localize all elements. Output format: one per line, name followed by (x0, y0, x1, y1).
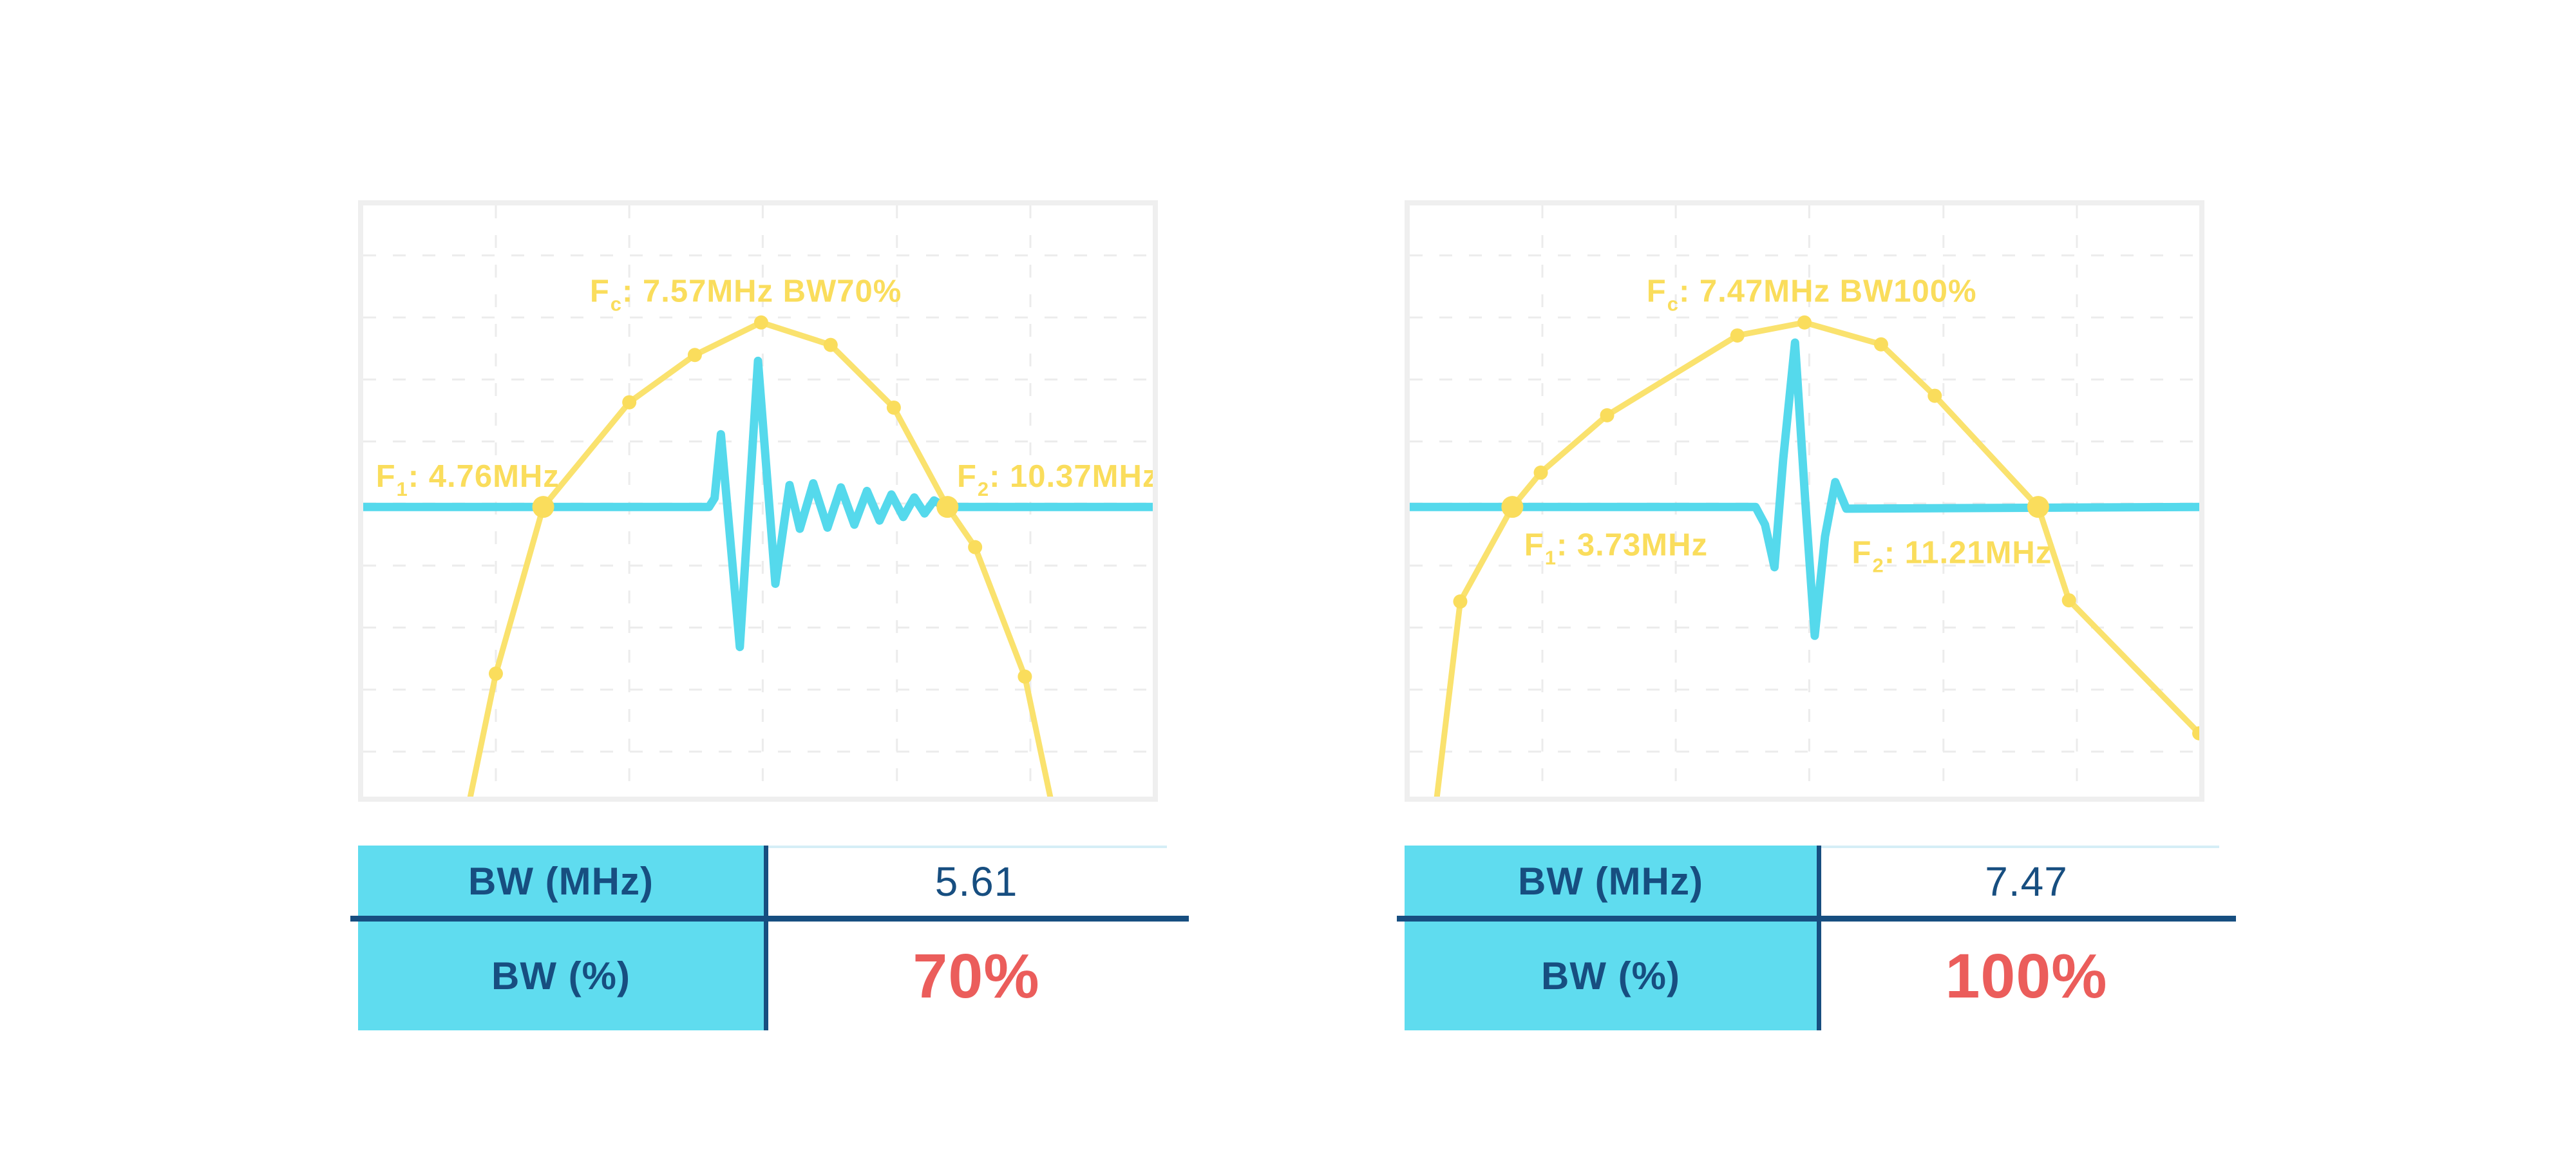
data-point-marker (1927, 388, 1942, 403)
data-point-marker (1600, 408, 1615, 422)
bw-pct-value: 100% (1945, 940, 2108, 1011)
bandwidth-edge-marker (532, 496, 554, 518)
data-point-marker (823, 337, 838, 352)
data-point-marker (687, 348, 702, 363)
table-row: BW (%) 100% (1405, 922, 2236, 1030)
f2-label: F2: 10.37MHz (957, 459, 1153, 500)
bw-pct-label: BW (%) (1541, 954, 1680, 998)
chart-panel-bw70: Fc: 7.57MHz BW70% F1: 4.76MHz F2: 10.37MHz (358, 200, 1158, 802)
bw-mhz-value: 7.47 (1985, 858, 2068, 905)
table-label-column (1405, 846, 1817, 1030)
table-top-rule (764, 846, 1167, 848)
table-top-rule (1817, 846, 2219, 848)
data-point-marker (1018, 669, 1032, 684)
f1-label: F1: 3.73MHz (1524, 527, 1708, 569)
bandwidth-edge-marker (936, 496, 959, 518)
bandwidth-table-bw100: BW (MHz) 7.47 BW (%) 100% (1397, 846, 2236, 1030)
data-point-marker (1453, 594, 1468, 609)
data-point-marker (1533, 465, 1548, 480)
table-column-divider (1817, 846, 1821, 1030)
bw-pct-label: BW (%) (491, 954, 630, 998)
bandwidth-table-bw70: BW (MHz) 5.61 BW (%) 70% (350, 846, 1189, 1030)
data-point-marker (1730, 328, 1745, 343)
pulse-waveform (1410, 338, 2199, 640)
bandwidth-edge-marker (2027, 496, 2049, 518)
data-point-marker (1797, 315, 1812, 330)
chart-panel-bw100: Fc: 7.47MHz BW100% F1: 3.73MHz F2: 11.21MH… (1405, 200, 2204, 802)
bw-mhz-value: 5.61 (934, 858, 1018, 905)
data-point-marker (2061, 593, 2076, 608)
bw-pct-value: 70% (913, 940, 1040, 1011)
table-column-divider (764, 846, 768, 1030)
data-point-marker (622, 395, 637, 410)
fc-label: Fc: 7.57MHz BW70% (590, 274, 902, 316)
f2-label: F2: 11.21MHz (1852, 535, 2052, 576)
table-label-column (358, 846, 764, 1030)
spectrum-curve (1434, 319, 2199, 797)
data-point-marker (753, 315, 768, 330)
table-row: BW (MHz) 5.61 (358, 846, 1189, 917)
pulse-waveform (363, 356, 1153, 652)
data-point-marker (968, 540, 983, 554)
data-point-marker (886, 400, 901, 415)
data-point-marker (488, 667, 503, 681)
table-row-divider (1397, 916, 2236, 922)
table-row: BW (MHz) 7.47 (1405, 846, 2236, 917)
spectrum-plot-bw70: Fc: 7.57MHz BW70% F1: 4.76MHz F2: 10.37MHz (363, 205, 1153, 797)
table-row: BW (%) 70% (358, 922, 1189, 1030)
table-row-divider (350, 916, 1189, 922)
spectrum-curve (467, 319, 1054, 797)
bandwidth-edge-marker (1501, 496, 1524, 518)
bw-mhz-label: BW (MHz) (468, 860, 654, 903)
spectrum-plot-bw100: Fc: 7.47MHz BW100% F1: 3.73MHz F2: 11.21MH… (1410, 205, 2199, 797)
data-point-marker (1873, 337, 1888, 352)
fc-label: Fc: 7.47MHz BW100% (1647, 274, 1977, 316)
f1-label: F1: 4.76MHz (376, 459, 560, 500)
data-point-marker (2192, 726, 2199, 741)
bw-mhz-label: BW (MHz) (1518, 860, 1703, 903)
